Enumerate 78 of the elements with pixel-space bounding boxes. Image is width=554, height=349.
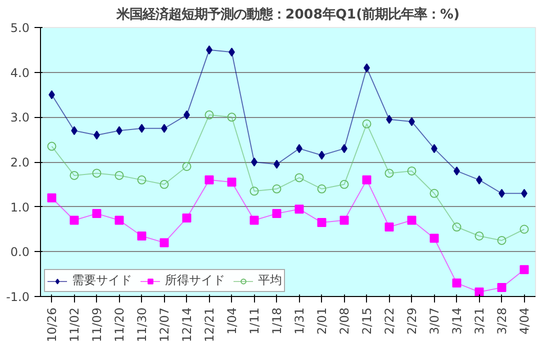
x-tick-label: 1/04 [224, 307, 239, 334]
x-tick-label: 1/31 [292, 307, 306, 334]
y-tick-label: 1.0 [10, 200, 30, 214]
point [137, 231, 146, 240]
point [227, 178, 236, 187]
point [137, 175, 146, 184]
x-tick-label: 2/22 [382, 307, 396, 334]
point [430, 234, 439, 243]
point [114, 216, 124, 225]
point [452, 278, 462, 288]
point [114, 170, 124, 180]
x-tick-label: 11/30 [134, 307, 149, 342]
point [294, 204, 304, 214]
point [70, 216, 79, 225]
point [317, 184, 326, 194]
y-tick-label: 4.0 [10, 66, 30, 80]
point [47, 193, 56, 202]
x-tick-label: 2/01 [314, 307, 329, 334]
point [250, 186, 259, 196]
x-tick-label: 3/28 [494, 307, 509, 334]
chart-title: 米国経済超短期予測の動態：2008年Q1(前期比年率：%) [115, 6, 460, 22]
x-tick-label: 11/20 [112, 307, 126, 342]
point [362, 175, 372, 184]
x-tick-label: 1/18 [270, 307, 284, 334]
x-tick-label: 2/29 [404, 307, 419, 334]
point [520, 265, 529, 274]
x-tick-label: 11/09 [90, 307, 104, 342]
point [362, 119, 372, 128]
point [294, 173, 304, 182]
x-tick-label: 2/15 [360, 307, 374, 334]
x-tick-label: 12/21 [202, 307, 216, 342]
point [204, 175, 214, 184]
point [474, 231, 484, 240]
point [452, 222, 462, 232]
x-tick-label: 12/14 [180, 307, 194, 342]
x-tick-label: 2/08 [337, 307, 352, 334]
point [160, 180, 169, 189]
point [160, 238, 169, 248]
x-tick-label: 3/07 [427, 307, 442, 334]
y-tick-label: 5.0 [10, 21, 30, 35]
point [272, 184, 282, 194]
legend-label: 需要サイド [72, 272, 132, 289]
point [340, 180, 349, 189]
x-tick-label: 4/04 [517, 307, 532, 334]
x-tick-label: 12/07 [157, 307, 172, 342]
point [227, 112, 236, 122]
y-tick-label: 2.0 [10, 156, 30, 170]
point [520, 224, 529, 234]
point [92, 168, 102, 178]
x-tick-label: 3/21 [472, 307, 486, 334]
x-tick-label: 3/14 [450, 307, 464, 334]
point [70, 170, 79, 180]
point [430, 188, 439, 198]
point [407, 166, 416, 176]
point [497, 283, 506, 292]
point [497, 236, 506, 245]
point [182, 214, 192, 223]
x-tick-label: 11/02 [67, 307, 82, 342]
point [340, 216, 349, 225]
point [384, 222, 394, 232]
x-tick-label: 1/11 [247, 307, 262, 334]
point [182, 162, 192, 171]
y-tick-label: -1.0 [6, 290, 30, 304]
point [407, 216, 416, 225]
y-tick-label: 0.0 [10, 245, 30, 260]
legend-label: 平均 [258, 272, 282, 289]
point [317, 218, 326, 228]
point [384, 168, 394, 178]
point [272, 209, 282, 218]
point [47, 142, 56, 151]
y-tick-label: 3.0 [10, 110, 30, 125]
point [474, 288, 484, 296]
point [250, 216, 259, 225]
point [251, 158, 258, 166]
x-tick-label: 10/26 [44, 307, 59, 342]
point [204, 110, 214, 120]
legend-label: 所得サイド [165, 272, 225, 289]
point [92, 209, 102, 218]
